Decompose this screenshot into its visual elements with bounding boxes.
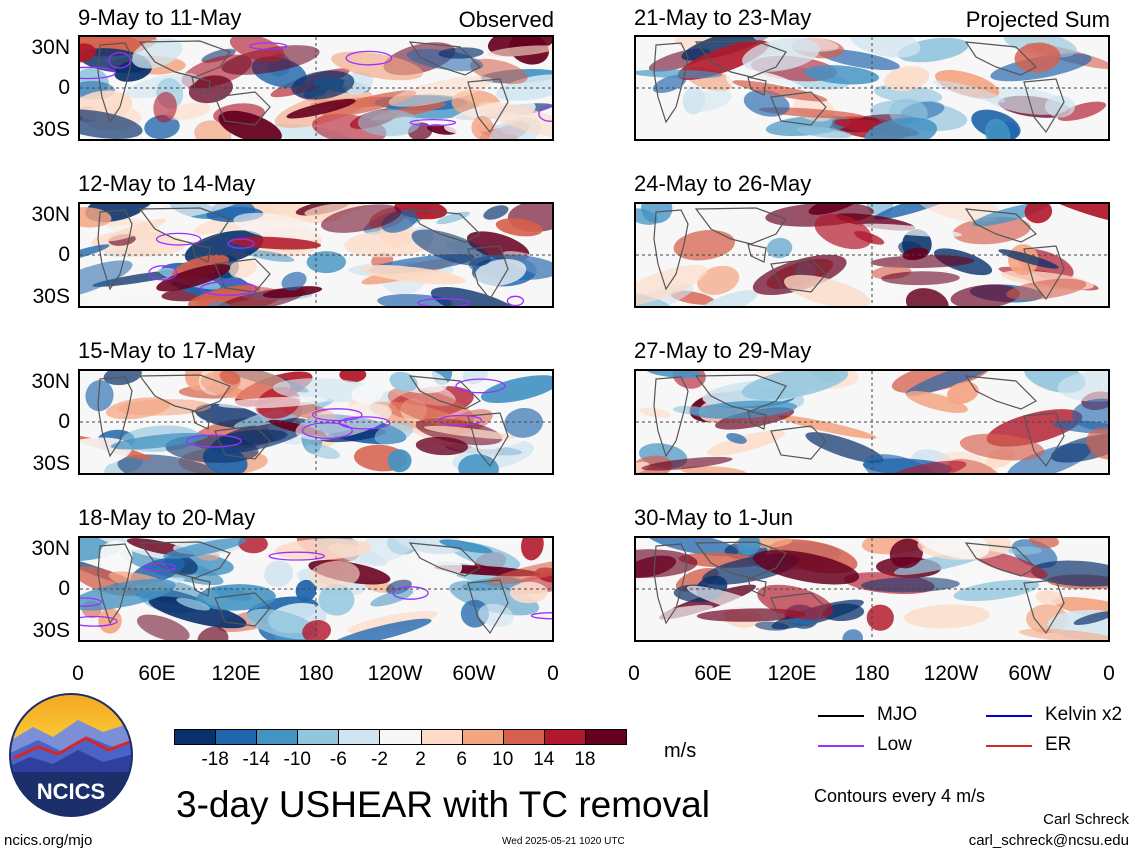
lon-label-0-end: 0	[1103, 662, 1115, 685]
lat-label-30n: 30N	[31, 370, 70, 393]
colorbar-label: -18	[201, 749, 229, 770]
colorbar-label: 10	[492, 749, 514, 770]
colorbar-swatch	[174, 729, 217, 745]
ncics-logo: NCICS	[8, 692, 134, 818]
contours-note: Contours every 4 m/s	[814, 786, 986, 806]
panel-title-1: 9-May to 11-May	[78, 5, 242, 30]
panel-title-3: 15-May to 17-May	[78, 338, 256, 363]
map-panel-1	[78, 35, 554, 141]
lat-label-30s: 30S	[32, 118, 70, 141]
lon-label-0: 0	[628, 662, 640, 685]
projected-sum-header: Projected Sum	[965, 7, 1110, 32]
lon-label-120e: 120E	[767, 662, 817, 685]
lon-label-0: 0	[72, 662, 84, 685]
legend-line-kelvin	[986, 715, 1032, 717]
map-panel-4	[78, 536, 554, 642]
lat-label-30s: 30S	[32, 452, 70, 475]
logo-text: NCICS	[37, 779, 105, 804]
footer-email: carl_schreck@ncsu.edu	[968, 832, 1129, 849]
map-panel-6	[634, 202, 1110, 308]
colorbar-swatch	[543, 729, 586, 745]
colorbar-unit: m/s	[664, 740, 697, 762]
colorbar-swatch	[338, 729, 381, 745]
colorbar-label: -10	[283, 749, 311, 770]
legend-line-er	[986, 745, 1032, 747]
legend-label-low: Low	[877, 734, 912, 755]
lon-label-60e: 60E	[138, 662, 176, 685]
footer-author: Carl Schreck	[1043, 811, 1129, 828]
map-panel-7	[634, 369, 1110, 475]
lon-label-120w: 120W	[367, 662, 423, 685]
main-title: 3-day USHEAR with TC removal	[176, 784, 710, 825]
colorbar-label: -14	[242, 749, 270, 770]
map-panel-5	[634, 35, 1110, 141]
lat-label-30s: 30S	[32, 619, 70, 642]
observed-header: Observed	[458, 7, 554, 32]
panel-title-7: 27-May to 29-May	[634, 338, 812, 363]
lat-label-30n: 30N	[31, 203, 70, 226]
colorbar-label: 6	[456, 749, 467, 770]
colorbar-swatch	[215, 729, 258, 745]
panel-title-8: 30-May to 1-Jun	[634, 505, 793, 530]
colorbar-label: -2	[371, 749, 388, 770]
legend-line-low	[818, 745, 864, 747]
lat-label-30s: 30S	[32, 285, 70, 308]
lon-label-60e: 60E	[694, 662, 732, 685]
footer-url: ncics.org/mjo	[4, 832, 93, 849]
lat-label-0: 0	[58, 410, 70, 433]
map-panel-3	[78, 369, 554, 475]
colorbar-swatch	[502, 729, 545, 745]
legend-line-mjo	[818, 715, 864, 717]
lat-label-0: 0	[58, 76, 70, 99]
lon-label-60w: 60W	[452, 662, 496, 685]
colorbar-label: 14	[533, 749, 555, 770]
panel-title-5: 21-May to 23-May	[634, 5, 812, 30]
colorbar-label: -6	[329, 749, 347, 770]
legend-label-mjo: MJO	[877, 704, 918, 725]
lon-label-120e: 120E	[211, 662, 261, 685]
colorbar-swatch	[461, 729, 504, 745]
panel-title-6: 24-May to 26-May	[634, 171, 812, 196]
panel-title-4: 18-May to 20-May	[78, 505, 256, 530]
colorbar-swatch	[297, 729, 340, 745]
legend-label-kelvin: Kelvin x2	[1045, 704, 1123, 725]
lat-label-0: 0	[58, 243, 70, 266]
lat-label-0: 0	[58, 577, 70, 600]
lon-label-0-end: 0	[547, 662, 559, 685]
colorbar-swatch	[420, 729, 463, 745]
colorbar-swatch	[584, 729, 627, 745]
lon-label-60w: 60W	[1008, 662, 1052, 685]
legend-label-er: ER	[1045, 734, 1072, 755]
colorbar-label: 2	[415, 749, 426, 770]
footer-timestamp: Wed 2025-05-21 1020 UTC	[502, 836, 625, 847]
lon-label-180: 180	[854, 662, 890, 685]
colorbar-swatch	[256, 729, 299, 745]
lon-label-120w: 120W	[923, 662, 979, 685]
lat-label-30n: 30N	[31, 537, 70, 560]
panel-title-2: 12-May to 14-May	[78, 171, 256, 196]
map-panel-8	[634, 536, 1110, 642]
map-panel-2	[78, 202, 554, 308]
colorbar-swatch	[379, 729, 422, 745]
lon-label-180: 180	[298, 662, 334, 685]
colorbar-label: 18	[574, 749, 596, 770]
lat-label-30n: 30N	[31, 36, 70, 59]
